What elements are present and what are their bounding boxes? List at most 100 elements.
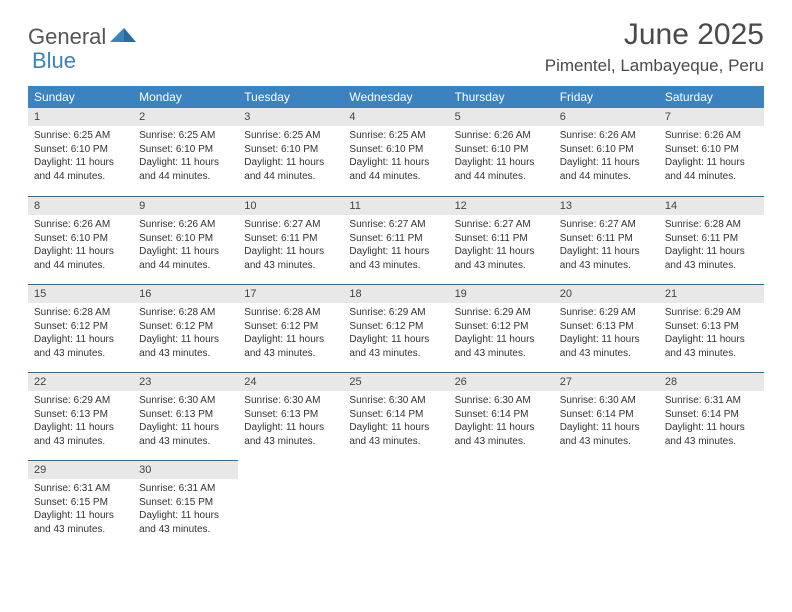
- day-number: 20: [554, 284, 659, 303]
- sunset-text: Sunset: 6:10 PM: [244, 143, 337, 157]
- weekday-saturday: Saturday: [659, 86, 764, 108]
- daylight-text-2: and 44 minutes.: [560, 170, 653, 184]
- calendar-cell: 3Sunrise: 6:25 AMSunset: 6:10 PMDaylight…: [238, 108, 343, 196]
- day-number: 8: [28, 196, 133, 215]
- calendar-cell: 27Sunrise: 6:30 AMSunset: 6:14 PMDayligh…: [554, 372, 659, 460]
- day-body: Sunrise: 6:26 AMSunset: 6:10 PMDaylight:…: [659, 126, 764, 189]
- day-number: 18: [343, 284, 448, 303]
- daylight-text-1: Daylight: 11 hours: [349, 156, 442, 170]
- sunset-text: Sunset: 6:13 PM: [139, 408, 232, 422]
- daylight-text-2: and 44 minutes.: [34, 170, 127, 184]
- sunset-text: Sunset: 6:15 PM: [139, 496, 232, 510]
- sunset-text: Sunset: 6:14 PM: [349, 408, 442, 422]
- daylight-text-2: and 44 minutes.: [139, 170, 232, 184]
- sunrise-text: Sunrise: 6:28 AM: [139, 306, 232, 320]
- sunrise-text: Sunrise: 6:30 AM: [560, 394, 653, 408]
- day-body: Sunrise: 6:30 AMSunset: 6:14 PMDaylight:…: [449, 391, 554, 454]
- day-body: Sunrise: 6:25 AMSunset: 6:10 PMDaylight:…: [133, 126, 238, 189]
- daylight-text-2: and 43 minutes.: [560, 259, 653, 273]
- day-body: Sunrise: 6:29 AMSunset: 6:13 PMDaylight:…: [28, 391, 133, 454]
- calendar-cell: 6Sunrise: 6:26 AMSunset: 6:10 PMDaylight…: [554, 108, 659, 196]
- weekday-sunday: Sunday: [28, 86, 133, 108]
- daylight-text-2: and 43 minutes.: [665, 347, 758, 361]
- sunrise-text: Sunrise: 6:29 AM: [349, 306, 442, 320]
- calendar-cell: 16Sunrise: 6:28 AMSunset: 6:12 PMDayligh…: [133, 284, 238, 372]
- calendar-cell: 25Sunrise: 6:30 AMSunset: 6:14 PMDayligh…: [343, 372, 448, 460]
- daylight-text-2: and 43 minutes.: [560, 435, 653, 449]
- daylight-text-1: Daylight: 11 hours: [665, 333, 758, 347]
- daylight-text-1: Daylight: 11 hours: [455, 245, 548, 259]
- day-body: Sunrise: 6:25 AMSunset: 6:10 PMDaylight:…: [343, 126, 448, 189]
- sunset-text: Sunset: 6:10 PM: [560, 143, 653, 157]
- calendar-cell: 19Sunrise: 6:29 AMSunset: 6:12 PMDayligh…: [449, 284, 554, 372]
- sunrise-text: Sunrise: 6:28 AM: [34, 306, 127, 320]
- sunset-text: Sunset: 6:11 PM: [455, 232, 548, 246]
- sunrise-text: Sunrise: 6:30 AM: [139, 394, 232, 408]
- daylight-text-2: and 43 minutes.: [665, 435, 758, 449]
- sunset-text: Sunset: 6:14 PM: [455, 408, 548, 422]
- day-body: Sunrise: 6:27 AMSunset: 6:11 PMDaylight:…: [238, 215, 343, 278]
- daylight-text-2: and 44 minutes.: [139, 259, 232, 273]
- sunrise-text: Sunrise: 6:29 AM: [560, 306, 653, 320]
- daylight-text-2: and 43 minutes.: [455, 347, 548, 361]
- day-number: 4: [343, 108, 448, 126]
- daylight-text-1: Daylight: 11 hours: [244, 333, 337, 347]
- daylight-text-2: and 44 minutes.: [244, 170, 337, 184]
- day-body: Sunrise: 6:31 AMSunset: 6:15 PMDaylight:…: [28, 479, 133, 542]
- calendar-cell: 30 Sunrise: 6:31 AMSunset: 6:15 PMDayligh…: [133, 460, 238, 548]
- sunrise-text: Sunrise: 6:30 AM: [244, 394, 337, 408]
- day-body: Sunrise: 6:30 AMSunset: 6:14 PMDaylight:…: [554, 391, 659, 454]
- daylight-text-1: Daylight: 11 hours: [455, 421, 548, 435]
- daylight-text-1: Daylight: 11 hours: [349, 421, 442, 435]
- calendar-cell: 10Sunrise: 6:27 AMSunset: 6:11 PMDayligh…: [238, 196, 343, 284]
- sunrise-text: Sunrise: 6:26 AM: [139, 218, 232, 232]
- calendar-cell: 11Sunrise: 6:27 AMSunset: 6:11 PMDayligh…: [343, 196, 448, 284]
- day-body: Sunrise: 6:28 AMSunset: 6:12 PMDaylight:…: [238, 303, 343, 366]
- day-number: 2: [133, 108, 238, 126]
- daylight-text-1: Daylight: 11 hours: [34, 509, 127, 523]
- sunset-text: Sunset: 6:10 PM: [455, 143, 548, 157]
- day-body: Sunrise: 6:27 AMSunset: 6:11 PMDaylight:…: [343, 215, 448, 278]
- sunset-text: Sunset: 6:10 PM: [665, 143, 758, 157]
- calendar-cell: 22Sunrise: 6:29 AMSunset: 6:13 PMDayligh…: [28, 372, 133, 460]
- sunrise-text: Sunrise: 6:28 AM: [244, 306, 337, 320]
- day-number: 23: [133, 372, 238, 391]
- calendar-cell: 21Sunrise: 6:29 AMSunset: 6:13 PMDayligh…: [659, 284, 764, 372]
- calendar-cell: 28Sunrise: 6:31 AMSunset: 6:14 PMDayligh…: [659, 372, 764, 460]
- day-body: Sunrise: 6:25 AMSunset: 6:10 PMDaylight:…: [28, 126, 133, 189]
- sunset-text: Sunset: 6:13 PM: [560, 320, 653, 334]
- sunrise-text: Sunrise: 6:31 AM: [665, 394, 758, 408]
- sunrise-text: Sunrise: 6:30 AM: [455, 394, 548, 408]
- daylight-text-1: Daylight: 11 hours: [34, 421, 127, 435]
- calendar-cell: 4Sunrise: 6:25 AMSunset: 6:10 PMDaylight…: [343, 108, 448, 196]
- sunset-text: Sunset: 6:11 PM: [244, 232, 337, 246]
- daylight-text-1: Daylight: 11 hours: [244, 156, 337, 170]
- day-body: Sunrise: 6:30 AMSunset: 6:14 PMDaylight:…: [343, 391, 448, 454]
- day-number: 22: [28, 372, 133, 391]
- calendar-cell: 5Sunrise: 6:26 AMSunset: 6:10 PMDaylight…: [449, 108, 554, 196]
- daylight-text-1: Daylight: 11 hours: [349, 333, 442, 347]
- sunset-text: Sunset: 6:11 PM: [560, 232, 653, 246]
- sunset-text: Sunset: 6:12 PM: [349, 320, 442, 334]
- calendar-cell: [343, 460, 448, 548]
- brand-name-b: Blue: [32, 48, 76, 74]
- calendar-cell: 8Sunrise: 6:26 AMSunset: 6:10 PMDaylight…: [28, 196, 133, 284]
- daylight-text-1: Daylight: 11 hours: [665, 156, 758, 170]
- day-number: 30: [133, 460, 238, 479]
- calendar-week-row: 29Sunrise: 6:31 AMSunset: 6:15 PMDayligh…: [28, 460, 764, 548]
- sunrise-text: Sunrise: 6:31 AM: [139, 482, 232, 496]
- day-number: 11: [343, 196, 448, 215]
- day-number: 28: [659, 372, 764, 391]
- day-body: Sunrise: 6:27 AMSunset: 6:11 PMDaylight:…: [554, 215, 659, 278]
- calendar-week-row: 8Sunrise: 6:26 AMSunset: 6:10 PMDaylight…: [28, 196, 764, 284]
- calendar-cell: 9Sunrise: 6:26 AMSunset: 6:10 PMDaylight…: [133, 196, 238, 284]
- day-number: 26: [449, 372, 554, 391]
- day-body: Sunrise: 6:26 AMSunset: 6:10 PMDaylight:…: [28, 215, 133, 278]
- sunrise-text: Sunrise: 6:26 AM: [455, 129, 548, 143]
- daylight-text-2: and 43 minutes.: [34, 523, 127, 537]
- sunrise-text: Sunrise: 6:25 AM: [34, 129, 127, 143]
- daylight-text-1: Daylight: 11 hours: [139, 509, 232, 523]
- sunrise-text: Sunrise: 6:27 AM: [244, 218, 337, 232]
- daylight-text-2: and 43 minutes.: [349, 435, 442, 449]
- weekday-friday: Friday: [554, 86, 659, 108]
